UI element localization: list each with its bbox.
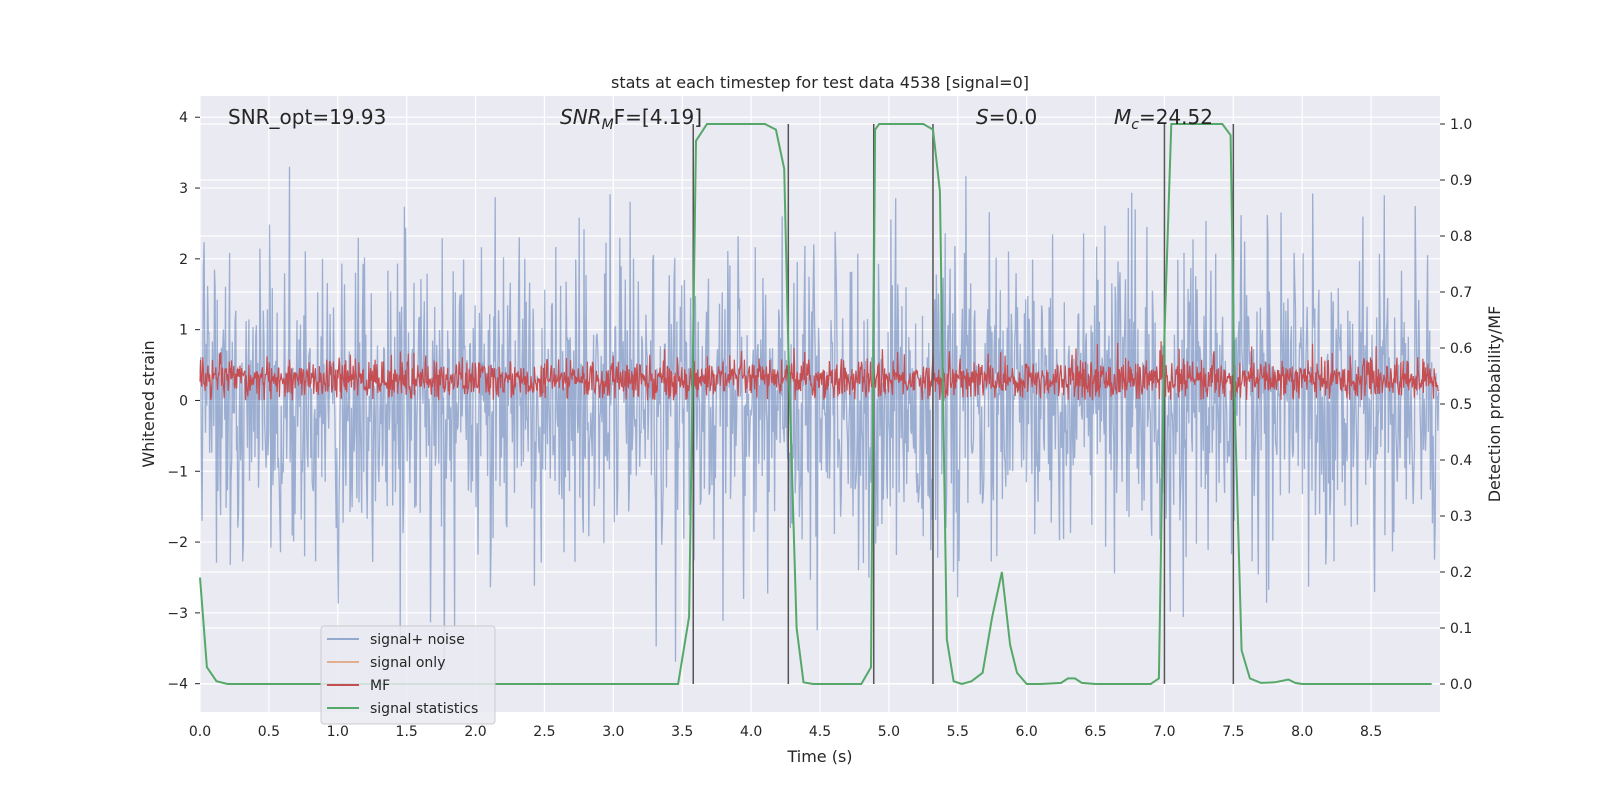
x-axis-label: Time (s) bbox=[786, 747, 852, 766]
signal-statistics-series bbox=[199, 123, 1432, 686]
legend-box bbox=[320, 625, 496, 725]
annotation-snr-opt: SNR_opt=19.93 bbox=[228, 105, 386, 129]
y-right-tick-label: 0.9 bbox=[1450, 173, 1472, 189]
y-right-tick-label: 0.8 bbox=[1450, 229, 1472, 245]
x-tick-label: 3.5 bbox=[671, 724, 693, 740]
legend-label-mf: MF bbox=[370, 678, 390, 694]
x-tick-label: 2.5 bbox=[533, 724, 555, 740]
x-tick-label: 5.0 bbox=[878, 724, 900, 740]
y-left-tick-label: −3 bbox=[167, 606, 188, 622]
y-right-tick-label: 0.4 bbox=[1450, 453, 1472, 469]
x-tick-label: 0.0 bbox=[189, 724, 211, 740]
snr-mf-sub: M bbox=[602, 117, 614, 133]
mc-rest: =24.52 bbox=[1139, 105, 1213, 129]
s-name: S bbox=[976, 105, 989, 129]
y-right-tick-label: 0.6 bbox=[1450, 341, 1472, 357]
y-right-tick-label: 0.3 bbox=[1450, 509, 1472, 525]
legend: signal+ noise signal only MF signal stat… bbox=[320, 625, 496, 725]
y-left-tick-label: −4 bbox=[167, 677, 188, 693]
y-right-tick-label: 0.5 bbox=[1450, 397, 1472, 413]
y-right-tick-labels: 1.0 0.9 0.8 0.7 0.6 0.5 0.4 0.3 0.2 0.1 0.0 bbox=[1440, 117, 1472, 693]
legend-label-signal-noise: signal+ noise bbox=[370, 632, 465, 648]
x-tick-label: 6.5 bbox=[1084, 724, 1106, 740]
annotation-snr-mf: SNRMF=[4.19] bbox=[560, 105, 702, 133]
x-tick-label: 5.5 bbox=[947, 724, 969, 740]
snr-mf-rest: F=[4.19] bbox=[614, 105, 702, 129]
legend-label-signal-statistics: signal statistics bbox=[370, 701, 478, 717]
y-right-tick-label: 0.1 bbox=[1450, 621, 1472, 637]
x-tick-label: 7.5 bbox=[1222, 724, 1244, 740]
mf-line bbox=[199, 341, 1440, 401]
annotation-s: S=0.0 bbox=[976, 105, 1037, 129]
y-right-axis-label: Detection probability/MF bbox=[1485, 306, 1504, 503]
y-left-tick-label: −2 bbox=[167, 535, 188, 551]
x-tick-label: 8.0 bbox=[1291, 724, 1313, 740]
y-right-tick-label: 0.0 bbox=[1450, 677, 1472, 693]
snr-mf-name: SNR bbox=[560, 105, 602, 129]
x-tick-label: 7.0 bbox=[1153, 724, 1175, 740]
y-left-tick-labels: 4 3 2 1 0 −1 −2 −3 −4 bbox=[167, 110, 200, 693]
y-left-tick-label: 1 bbox=[179, 323, 188, 339]
y-left-tick-label: 0 bbox=[179, 393, 188, 409]
y-left-tick-label: −1 bbox=[167, 464, 188, 480]
x-tick-label: 6.0 bbox=[1016, 724, 1038, 740]
chart-title: stats at each timestep for test data 453… bbox=[611, 73, 1029, 92]
x-tick-label: 3.0 bbox=[602, 724, 624, 740]
y-right-tick-label: 0.2 bbox=[1450, 565, 1472, 581]
x-tick-labels: 0.0 0.5 1.0 1.5 2.0 2.5 3.0 3.5 4.0 4.5 5.0 5.5 6.0 6… bbox=[189, 724, 1382, 740]
legend-label-signal-only: signal only bbox=[370, 655, 445, 671]
mc-name: M bbox=[1114, 105, 1131, 129]
y-right-tick-label: 0.7 bbox=[1450, 285, 1472, 301]
x-tick-label: 0.5 bbox=[258, 724, 280, 740]
x-tick-label: 2.0 bbox=[464, 724, 486, 740]
x-tick-label: 1.0 bbox=[327, 724, 349, 740]
annotation-mc: Mc=24.52 bbox=[1114, 105, 1213, 133]
x-tick-label: 1.5 bbox=[396, 724, 418, 740]
y-left-tick-label: 3 bbox=[179, 181, 188, 197]
mc-sub: c bbox=[1131, 117, 1139, 133]
y-left-tick-label: 2 bbox=[179, 252, 188, 268]
x-tick-label: 8.5 bbox=[1360, 724, 1382, 740]
x-tick-label: 4.0 bbox=[740, 724, 762, 740]
y-right-tick-label: 1.0 bbox=[1450, 117, 1472, 133]
signal-statistics-line bbox=[199, 123, 1432, 686]
y-left-axis-label: Whitened strain bbox=[139, 340, 158, 467]
s-rest: =0.0 bbox=[989, 105, 1038, 129]
x-tick-label: 4.5 bbox=[809, 724, 831, 740]
mf-series bbox=[199, 341, 1440, 401]
y-left-tick-label: 4 bbox=[179, 110, 188, 126]
